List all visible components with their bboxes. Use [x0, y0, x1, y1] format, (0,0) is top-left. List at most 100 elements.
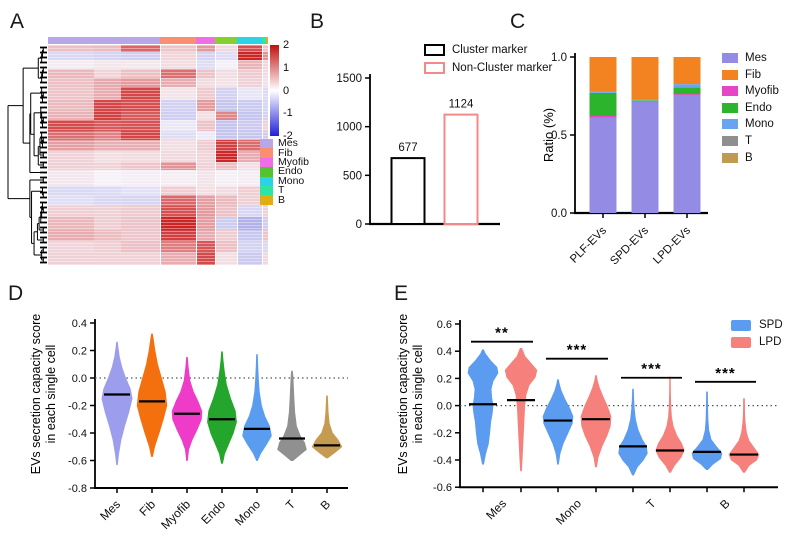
heatmap-celltype-legend: Mes Fib Myofib Endo Mono T B	[260, 138, 309, 205]
c-legend-label: Myofib	[745, 85, 779, 98]
heatmap-cell	[262, 110, 268, 120]
c-legend-swatch	[722, 119, 738, 130]
heatmap-cell	[262, 86, 268, 100]
legend-label: Fib	[278, 146, 293, 159]
legend-item-fib: Fib	[260, 146, 309, 159]
heatmap-cell	[94, 60, 121, 70]
heatmap-cell	[94, 77, 121, 87]
b-swatch	[260, 195, 273, 205]
heatmap-band	[48, 185, 268, 195]
heatmap-cell	[236, 161, 263, 171]
heatmap-cell	[196, 119, 215, 131]
heatmap-cell	[262, 216, 268, 230]
d-y-tick-label: -0.6	[68, 456, 87, 468]
heatmap-cell	[94, 229, 121, 241]
heatmap-column-annotation-band	[48, 37, 268, 44]
colorbar	[270, 45, 279, 136]
c-x-label-lpd-evs: LPD-EVs	[651, 224, 693, 266]
heatmap-cell	[262, 51, 268, 61]
heatmap-cell	[236, 45, 263, 52]
c-legend-label: Endo	[745, 101, 772, 114]
heatmap-cell	[159, 130, 197, 140]
heatmap-cell	[236, 77, 263, 87]
band-segment-t	[262, 37, 266, 44]
heatmap-cell	[48, 51, 95, 61]
heatmap-group-separator	[159, 45, 162, 265]
e-legend-item-lpd: LPD	[731, 336, 783, 348]
bar-chart-legend: Cluster marker Non-Cluster marker	[424, 44, 552, 80]
spd-lpd-legend: SPD LPD	[731, 319, 783, 353]
heatmap-cell	[159, 86, 197, 100]
heatmap-cell	[94, 205, 121, 217]
heatmap-cell	[48, 216, 95, 230]
heatmap-band	[48, 69, 268, 78]
heatmap-cell	[48, 205, 95, 217]
heatmap-band	[48, 229, 268, 241]
d-violin-endo	[207, 351, 237, 464]
c-legend-swatch	[722, 53, 738, 63]
heatmap-cell	[120, 45, 160, 52]
heatmap-cell	[159, 251, 197, 265]
heatmap-cell	[159, 194, 197, 206]
e-violin-mono-spd	[542, 379, 574, 465]
heatmap-cell	[94, 69, 121, 78]
heatmap-cell	[120, 205, 160, 217]
b-legend-label: Non-Cluster marker	[452, 62, 553, 74]
heatmap-cell	[214, 150, 237, 162]
band-segment-mono	[236, 37, 263, 44]
e-sig-stars-b: ***	[715, 365, 736, 382]
c-stack-spd-evs-mono	[631, 99, 659, 101]
heatmap-cell	[214, 130, 237, 140]
heatmap-band	[48, 51, 268, 61]
heatmap-cell	[214, 119, 237, 131]
heatmap-cell	[159, 51, 197, 61]
c-legend-item-t: T	[722, 135, 779, 147]
heatmap-band	[48, 150, 268, 162]
legend-label: Mono	[278, 174, 305, 187]
c-stack-plf-evs-mes	[589, 117, 617, 213]
band-segment-mes	[48, 37, 160, 44]
d-x-label-myofib: Myofib	[158, 497, 193, 532]
heatmap-cell	[262, 130, 268, 140]
heatmap-cell	[48, 161, 95, 171]
heatmap-cell	[94, 139, 121, 151]
heatmap-cell	[94, 161, 121, 171]
heatmap-cell	[214, 51, 237, 61]
band-segment-b	[265, 37, 268, 44]
heatmap-cell	[120, 194, 160, 206]
heatmap-cell	[120, 185, 160, 195]
heatmap-cell	[48, 110, 95, 120]
band-segment-myofib	[196, 37, 215, 44]
d-x-label-fib: Fib	[136, 497, 158, 519]
heatmap-cell	[120, 240, 160, 252]
d-x-label-endo: Endo	[198, 497, 228, 527]
heatmap	[48, 45, 268, 265]
e-violin-t-spd	[618, 388, 648, 476]
heatmap-cell	[159, 45, 197, 52]
heatmap-cell	[196, 150, 215, 162]
heatmap-cell	[214, 60, 237, 70]
heatmap-cell	[94, 194, 121, 206]
heatmap-cell	[94, 170, 121, 186]
heatmap-cell	[196, 51, 215, 61]
heatmap-cell	[120, 170, 160, 186]
heatmap-cell	[94, 216, 121, 230]
b-legend-item-cluster-marker: Cluster marker	[424, 44, 552, 56]
stacked-bar-chart: 0.0 0.5 1.0 PLF-EVs SPD-EVs LPD-EVs	[551, 52, 708, 267]
e-violin-b-lpd	[728, 398, 760, 473]
heatmap-cell	[48, 119, 95, 131]
heatmap-cell	[236, 60, 263, 70]
heatmap-band	[48, 60, 268, 70]
heatmap-cell	[94, 130, 121, 140]
heatmap-cell	[94, 110, 121, 120]
heatmap-cell	[214, 45, 237, 52]
heatmap-band	[48, 205, 268, 217]
heatmap-cell	[159, 216, 197, 230]
heatmap-cell	[214, 110, 237, 120]
heatmap-cell	[214, 194, 237, 206]
heatmap-cell	[48, 77, 95, 87]
heatmap-cell	[236, 130, 263, 140]
colorbar-tick-label: 0	[283, 84, 290, 97]
heatmap-cell	[48, 69, 95, 78]
e-y-tick-label: 0.0	[437, 401, 452, 413]
